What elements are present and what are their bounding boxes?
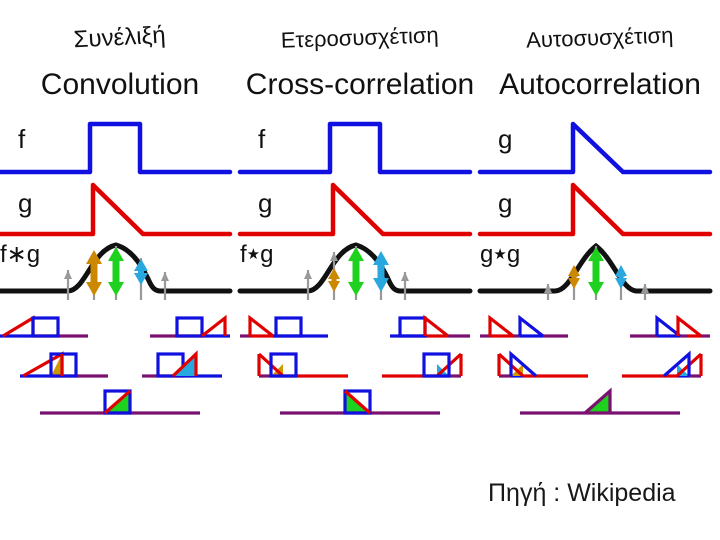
svg-text:f∗g: f∗g xyxy=(0,241,40,268)
svg-text:Αυτοσυσχέτιση: Αυτοσυσχέτιση xyxy=(526,22,674,52)
svg-text:g: g xyxy=(18,188,32,218)
svg-text:Autocorrelation: Autocorrelation xyxy=(499,68,701,101)
svg-text:g★g: g★g xyxy=(480,241,520,268)
svg-text:Πηγή : Wikipedia: Πηγή : Wikipedia xyxy=(488,479,676,507)
svg-text:g: g xyxy=(498,188,512,218)
svg-text:f: f xyxy=(18,124,26,154)
svg-text:f★g: f★g xyxy=(240,241,273,268)
svg-text:g: g xyxy=(498,124,512,154)
svg-text:Ετεροσυσχέτιση: Ετεροσυσχέτιση xyxy=(280,22,439,52)
svg-text:f: f xyxy=(258,124,266,154)
svg-text:Convolution: Convolution xyxy=(41,68,199,101)
svg-text:g: g xyxy=(258,188,272,218)
svg-text:Cross-correlation: Cross-correlation xyxy=(246,68,474,101)
svg-text:Συνέλιξή: Συνέλιξή xyxy=(73,22,166,54)
